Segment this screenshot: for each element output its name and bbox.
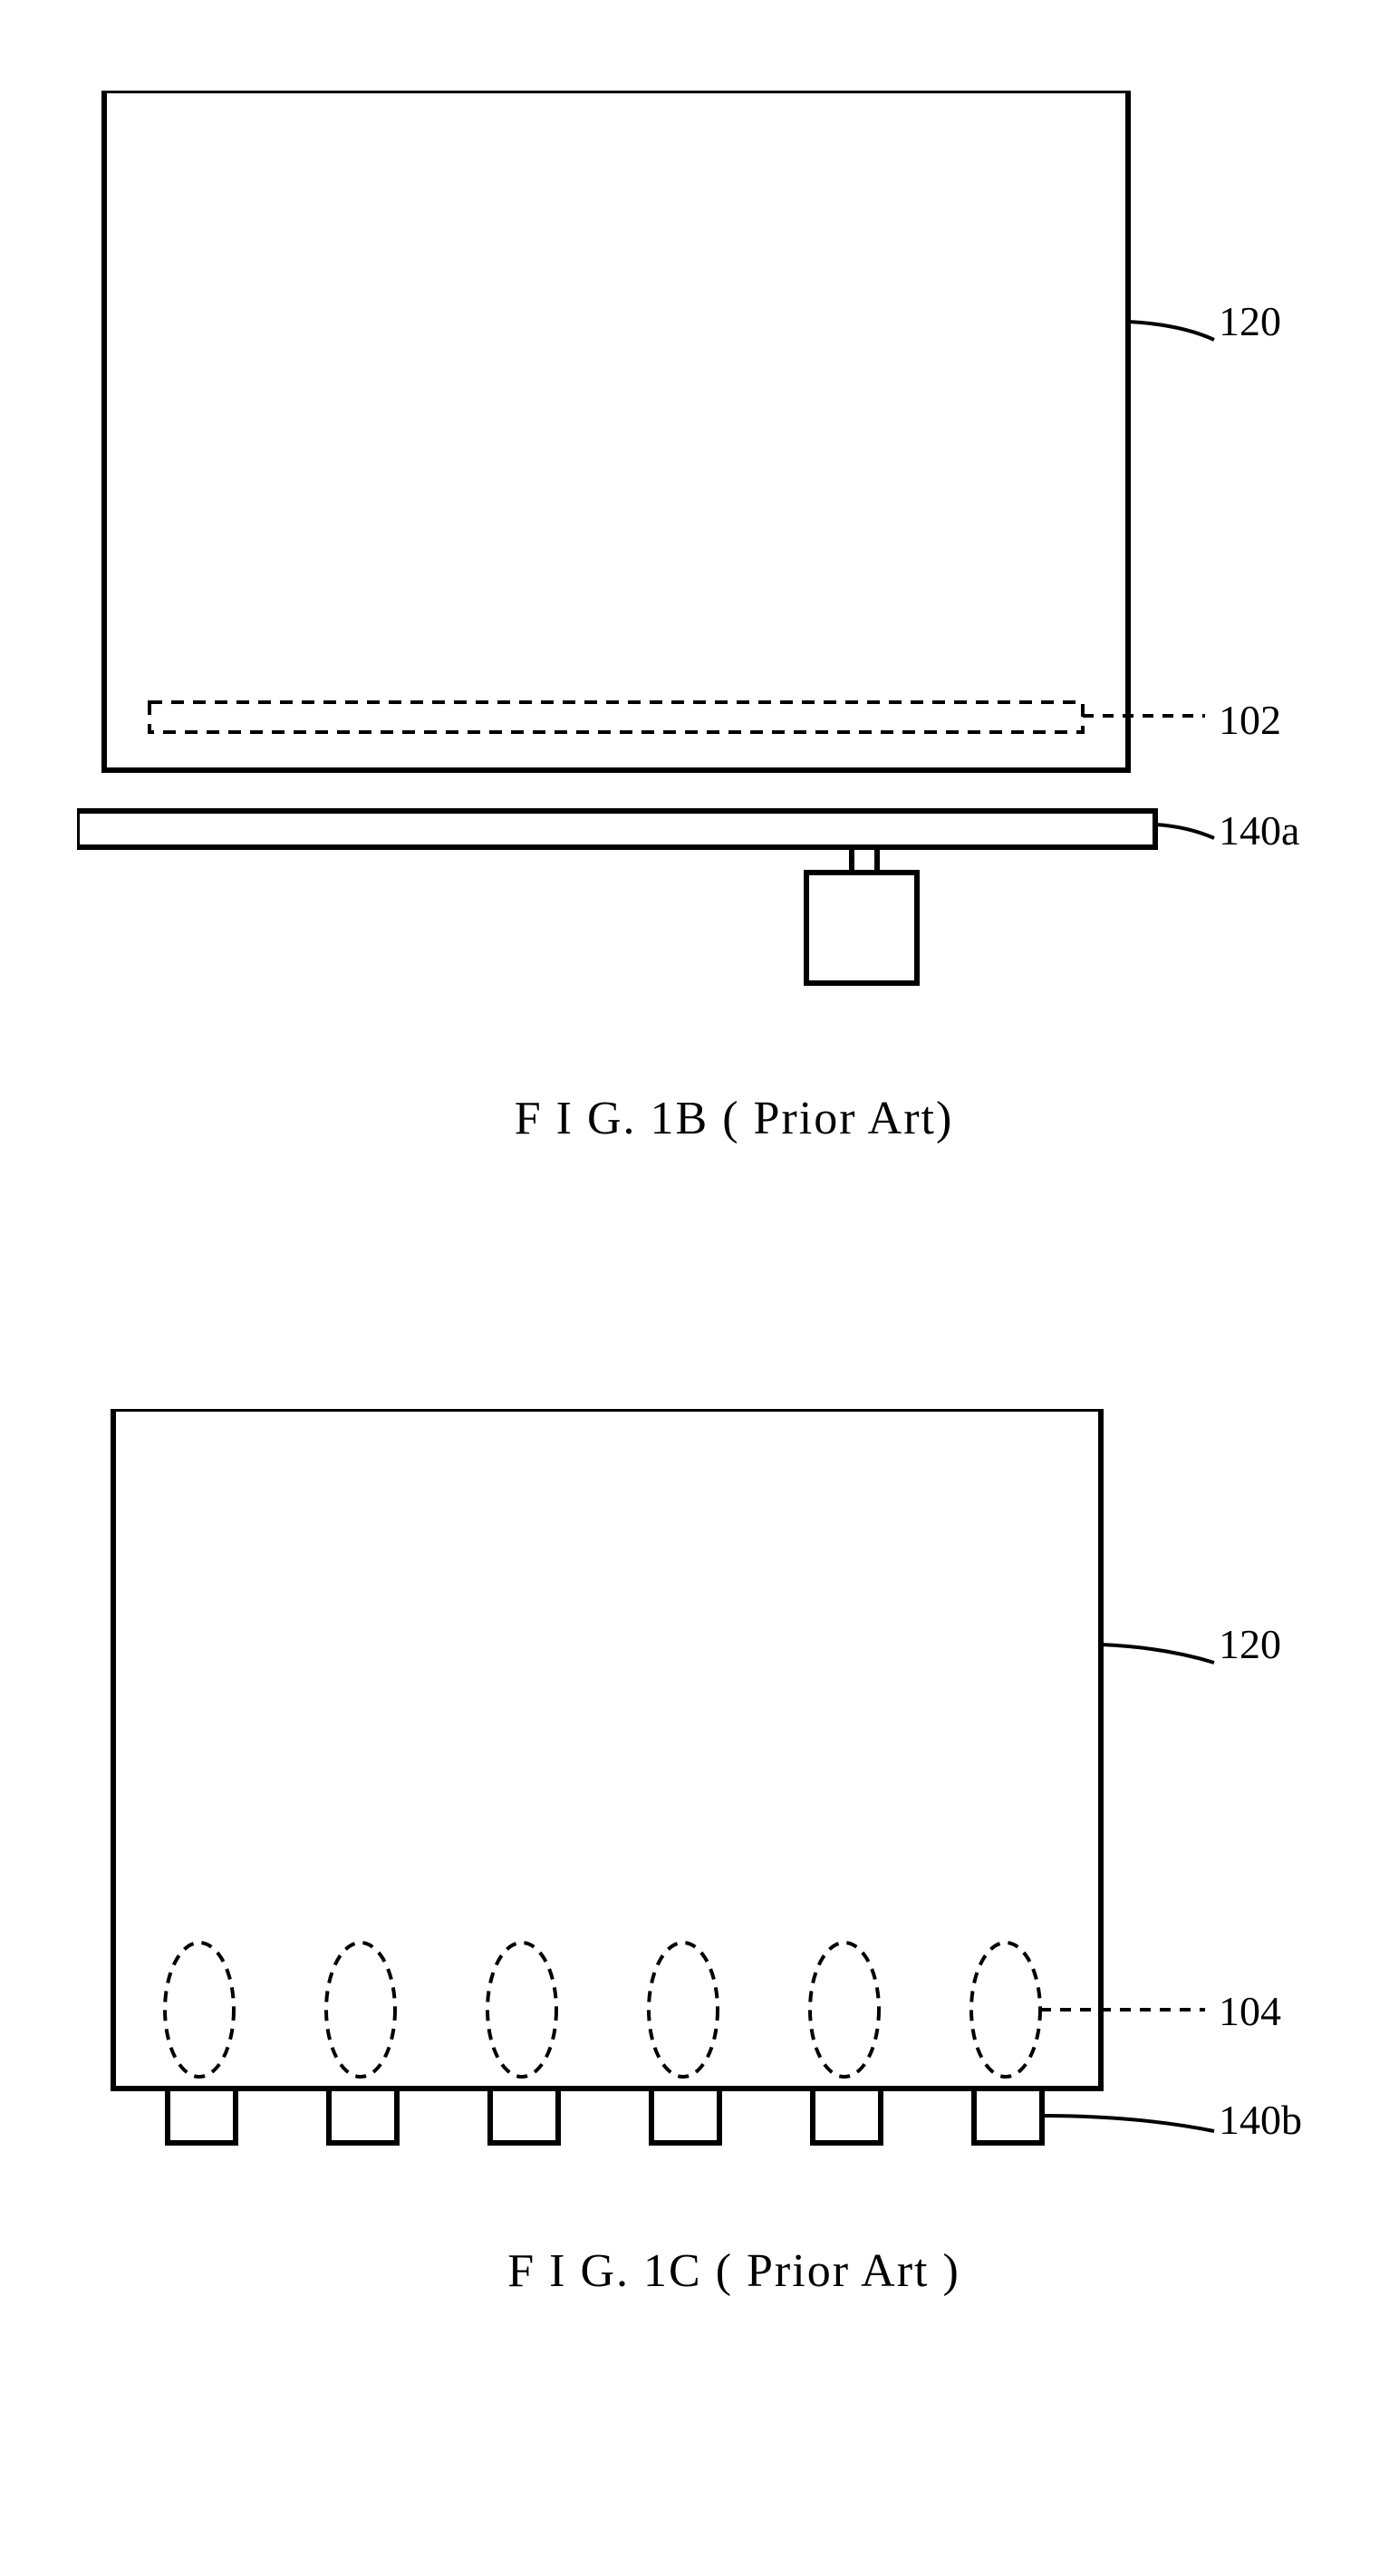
svg-text:140a: 140a bbox=[1219, 807, 1299, 854]
figure-1c-caption: F I G. 1C ( Prior Art ) bbox=[77, 2244, 1389, 2298]
svg-text:102: 102 bbox=[1219, 697, 1281, 743]
figure-1b: 120102140a F I G. 1B ( Prior Art) bbox=[77, 91, 1389, 997]
figure-1c-svg: 120 104 140b bbox=[77, 1409, 1389, 2197]
figure-1b-svg: 120 102 140a bbox=[77, 91, 1389, 997]
svg-text:104: 104 bbox=[1219, 1988, 1281, 2034]
svg-text:140b: 140b bbox=[1219, 2097, 1302, 2143]
svg-text:120: 120 bbox=[1219, 1621, 1281, 1667]
figure-1b-caption: F I G. 1B ( Prior Art) bbox=[77, 1092, 1389, 1145]
figure-1c: 120104140b F I G. 1C ( Prior Art ) bbox=[77, 1409, 1389, 2197]
svg-text:120: 120 bbox=[1219, 298, 1281, 344]
